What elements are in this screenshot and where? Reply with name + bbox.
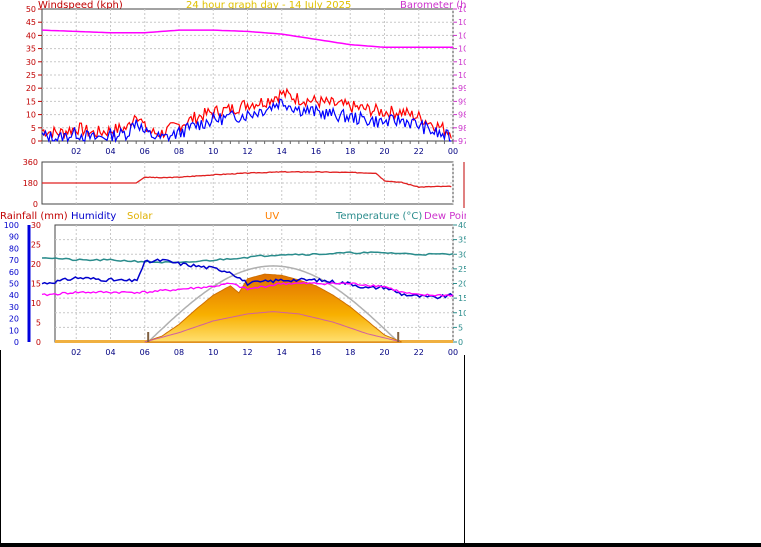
thermo-x-tick-label: 02 (71, 348, 81, 357)
uv-line (144, 311, 401, 343)
thermo-x-tick-label: 08 (174, 348, 184, 357)
humidity-tick-label: 70 (9, 256, 19, 265)
humidity-line (41, 258, 454, 300)
barometer-tick-label: 985 (458, 111, 466, 120)
rain-tick-label: 25 (31, 241, 41, 250)
direction-tick-label: 360 (23, 158, 38, 167)
humidity-tick-label: 80 (9, 244, 19, 253)
barometer-tick-label: 975 (458, 137, 466, 146)
graph-date-title: 24 hour graph day - 14 July 2025 (186, 0, 351, 11)
rain-tick-label: 10 (31, 299, 41, 308)
humidity-tick-label: 50 (9, 280, 19, 289)
temperature-tick-label: 30 (458, 250, 466, 259)
temperature-line (41, 251, 454, 264)
humidity-tick-label: 0 (14, 338, 19, 347)
wind-x-tick-label: 18 (345, 147, 355, 156)
thermo-x-tick-label: 06 (140, 348, 150, 357)
wind-tick-label: 45 (26, 18, 36, 27)
legend-temperature: Temperature (°C) (335, 211, 422, 222)
wind-tick-label: 30 (26, 58, 36, 67)
thermo-x-tick-label: 16 (311, 348, 321, 357)
thermo-x-tick-label: 22 (414, 348, 424, 357)
barometer-tick-label: 980 (458, 124, 466, 133)
thermo-x-tick-label: 20 (379, 348, 389, 357)
humidity-tick-label: 30 (9, 303, 19, 312)
frame-line-left (0, 350, 1, 543)
legend-dewpoint: Dew Point (°C) (424, 211, 466, 222)
barometer-line (41, 29, 453, 49)
blank-area (466, 0, 761, 543)
barometer-tick-label: 990 (458, 97, 466, 106)
humidity-tick-label: 90 (9, 233, 19, 242)
temperature-tick-label: 10 (458, 309, 466, 318)
barometer-tick-label: 1005 (458, 58, 466, 67)
rain-tick-label: 30 (31, 221, 41, 230)
temperature-tick-label: 35 (458, 236, 466, 245)
temperature-tick-label: 15 (458, 294, 466, 303)
wind-tick-label: 40 (26, 31, 36, 40)
frame-line-right (464, 355, 465, 543)
wind-x-tick-label: 14 (277, 147, 287, 156)
rain-tick-label: 0 (36, 338, 41, 347)
dewpoint-line (41, 281, 454, 297)
humidity-tick-label: 60 (9, 268, 19, 277)
wind-tick-label: 20 (26, 84, 36, 93)
thermo-x-tick-label: 00 (448, 348, 458, 357)
temperature-tick-label: 5 (458, 323, 463, 332)
barometer-tick-label: 1025 (458, 5, 466, 14)
barometer-axis-title: Barometer (hPa) (400, 0, 466, 11)
wind-tick-label: 50 (26, 5, 36, 14)
humidity-tick-label: 20 (9, 315, 19, 324)
wind-direction-line (42, 170, 452, 189)
thermo-x-tick-label: 10 (208, 348, 218, 357)
wind-tick-label: 0 (31, 137, 36, 146)
rain-tick-label: 15 (31, 280, 41, 289)
humidity-tick-label: 100 (4, 221, 19, 230)
windspeed-axis-title: Windspeed (kph) (38, 0, 123, 11)
rain-tick-label: 5 (36, 319, 41, 328)
wind-x-tick-label: 22 (414, 147, 424, 156)
temperature-tick-label: 25 (458, 265, 466, 274)
temperature-tick-label: 0 (458, 338, 463, 347)
wind-x-tick-label: 06 (140, 147, 150, 156)
thermo-x-tick-label: 12 (242, 348, 252, 357)
solar-area (144, 273, 402, 343)
wind-x-tick-label: 16 (311, 147, 321, 156)
legend-uv: UV (265, 211, 279, 222)
solar-max-arc (147, 265, 398, 343)
wind-x-tick-label: 02 (71, 147, 81, 156)
graph-canvas: Windspeed (kph) 24 hour graph day - 14 J… (0, 0, 497, 543)
thermo-x-tick-label: 14 (277, 348, 287, 357)
barometer-tick-label: 995 (458, 84, 466, 93)
legend-solar: Solar (127, 211, 153, 222)
thermo-x-tick-label: 04 (105, 348, 115, 357)
wind-tick-label: 5 (31, 124, 36, 133)
temperature-tick-label: 40 (458, 221, 466, 230)
wind-tick-label: 35 (26, 45, 36, 54)
wind-x-tick-label: 20 (379, 147, 389, 156)
legend-rainfall: Rainfall (mm) (0, 211, 68, 222)
wind-tick-label: 25 (26, 71, 36, 80)
thermo-x-tick-label: 18 (345, 348, 355, 357)
wind-x-tick-label: 08 (174, 147, 184, 156)
wind-tick-label: 10 (26, 111, 36, 120)
temperature-tick-label: 20 (458, 280, 466, 289)
wind-x-tick-label: 10 (208, 147, 218, 156)
wind-x-tick-label: 00 (448, 147, 458, 156)
wind-x-tick-label: 12 (242, 147, 252, 156)
direction-tick-label: 180 (23, 179, 38, 188)
wind-speed-line (41, 98, 452, 144)
direction-tick-label: 0 (33, 200, 38, 209)
legend-humidity: Humidity (71, 211, 116, 222)
wind-tick-label: 15 (26, 97, 36, 106)
wind-x-tick-label: 04 (105, 147, 115, 156)
rain-tick-label: 20 (31, 260, 41, 269)
humidity-tick-label: 40 (9, 291, 19, 300)
humidity-tick-label: 10 (9, 326, 19, 335)
